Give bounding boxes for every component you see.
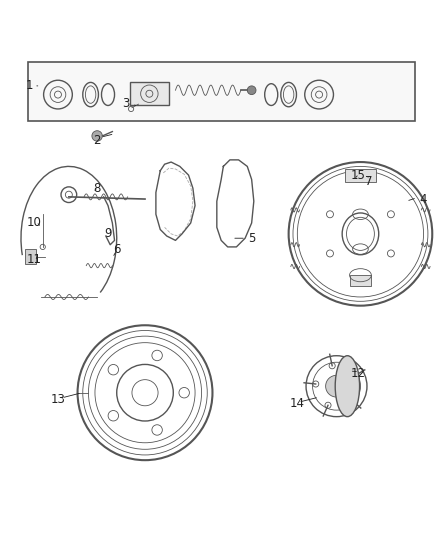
Text: 15: 15 <box>351 168 366 182</box>
Text: 4: 4 <box>420 192 427 206</box>
Ellipse shape <box>335 356 360 417</box>
Text: 6: 6 <box>113 243 120 256</box>
Circle shape <box>92 131 102 141</box>
Bar <box>25 249 36 264</box>
Bar <box>28 62 415 120</box>
Text: 3: 3 <box>122 97 129 110</box>
Circle shape <box>247 86 256 94</box>
Bar <box>345 168 376 182</box>
Circle shape <box>325 375 347 397</box>
Text: 11: 11 <box>27 254 42 266</box>
Text: 2: 2 <box>93 134 101 147</box>
Bar <box>350 275 371 286</box>
Text: 10: 10 <box>27 216 42 230</box>
Text: 12: 12 <box>351 367 366 379</box>
Text: 9: 9 <box>104 228 112 240</box>
Text: 7: 7 <box>365 175 373 188</box>
Text: 5: 5 <box>248 232 255 245</box>
Text: 14: 14 <box>290 397 305 410</box>
Text: 13: 13 <box>50 393 65 406</box>
Bar <box>130 82 169 106</box>
Text: 8: 8 <box>93 182 101 195</box>
Text: 1: 1 <box>26 79 33 92</box>
